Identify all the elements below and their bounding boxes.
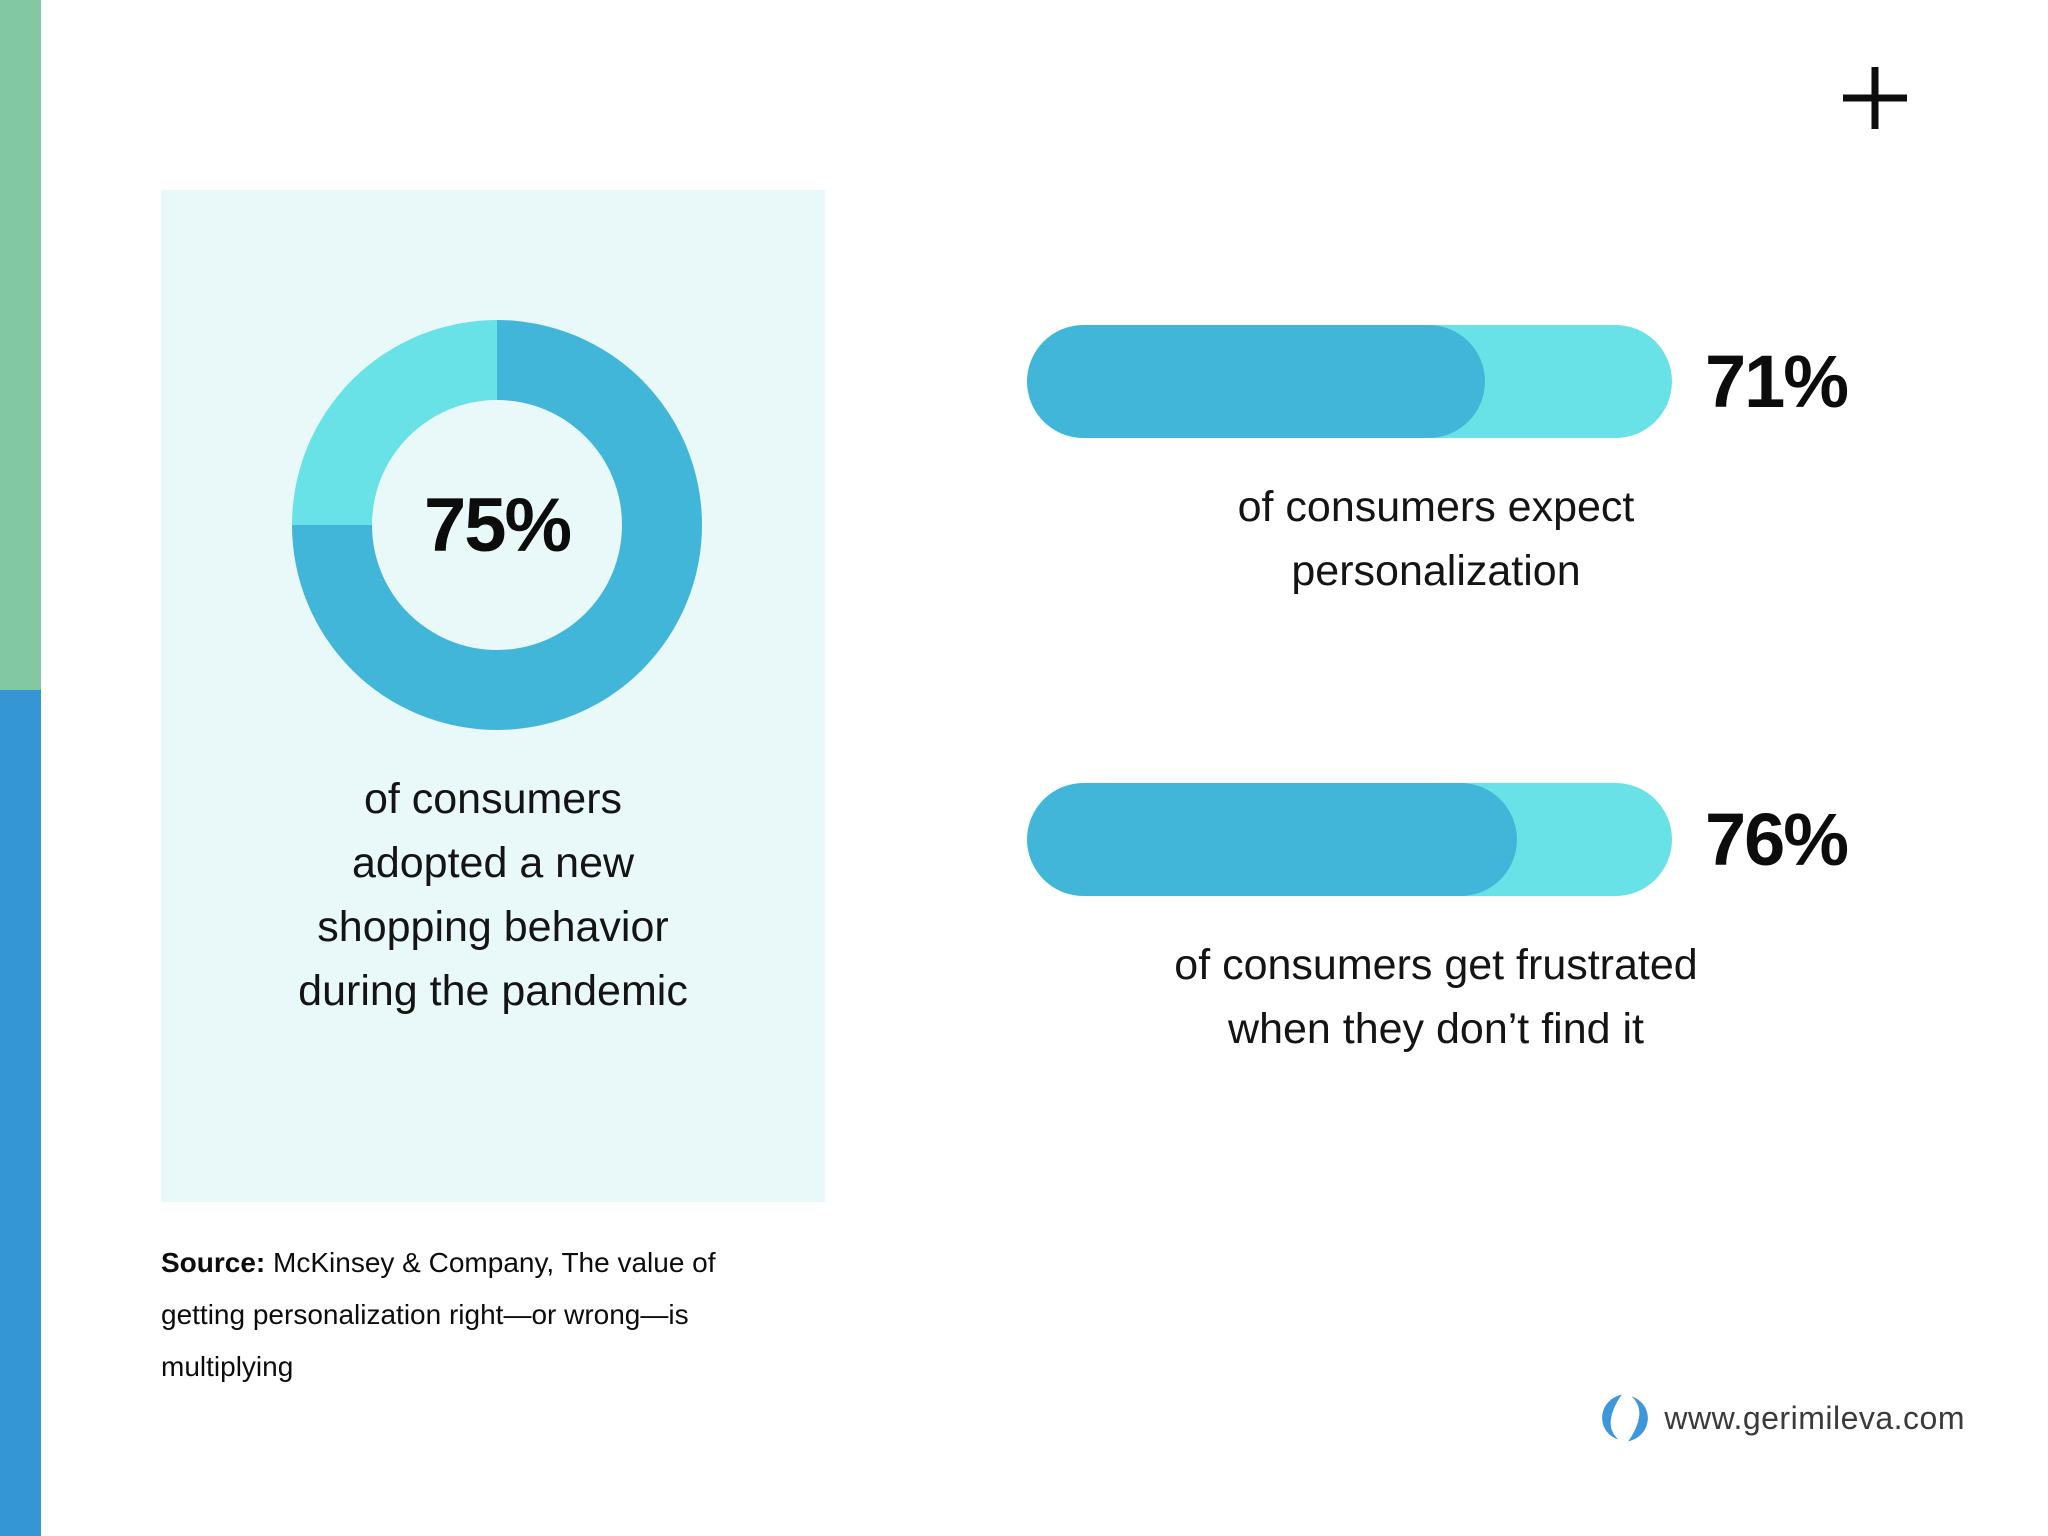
left-accent-bar-blue — [0, 690, 41, 1536]
source-note: Source: McKinsey & Company, The value of… — [161, 1237, 791, 1393]
bar-fill-1 — [1027, 325, 1485, 438]
donut-caption-line: of consumers — [363, 775, 623, 823]
donut-value-label: 75% — [423, 482, 572, 568]
stat-group-get-frustrated: 76% of consumers get frustrated when the… — [1027, 783, 1849, 1053]
donut-chart: 75% — [292, 320, 702, 730]
bar-fill-2 — [1027, 783, 1518, 896]
stat-group-expect-personalization: 71% of consumers expect personalization — [1027, 325, 1849, 595]
gerimileva-logo-icon — [1602, 1394, 1649, 1442]
donut-caption-line: shopping behavior — [317, 903, 669, 951]
stat-caption-2: of consumers get frustrated when they do… — [1027, 933, 1845, 1061]
bar-track-1 — [1027, 325, 1672, 438]
footer-brand: www.gerimileva.com — [1600, 1385, 1965, 1451]
source-label: Source: — [161, 1247, 266, 1278]
stat-caption-1: of consumers expect personalization — [1027, 475, 1845, 603]
donut-caption-line: during the pandemic — [298, 967, 688, 1015]
website-url: www.gerimileva.com — [1664, 1399, 1965, 1436]
left-accent-bar-green — [0, 0, 41, 690]
donut-caption: of consumers adopted a new shopping beha… — [161, 767, 825, 1023]
stat-caption-2-line: of consumers get frustrated — [1174, 941, 1698, 989]
source-text: McKinsey & Company, The value of getting… — [161, 1247, 716, 1382]
stat-caption-1-line: of consumers expect — [1237, 483, 1635, 531]
stat-caption-1-line: personalization — [1291, 547, 1581, 595]
stat-value-1: 71% — [1705, 340, 1849, 423]
donut-stat-card: 75% of consumers adopted a new shopping … — [161, 190, 825, 1202]
stat-caption-2-line: when they don’t find it — [1228, 1005, 1644, 1053]
stat-value-2: 76% — [1705, 798, 1849, 881]
plus-icon — [1843, 67, 1907, 129]
donut-hole: 75% — [372, 400, 622, 650]
bar-track-2 — [1027, 783, 1672, 896]
donut-caption-line: adopted a new — [351, 839, 635, 887]
